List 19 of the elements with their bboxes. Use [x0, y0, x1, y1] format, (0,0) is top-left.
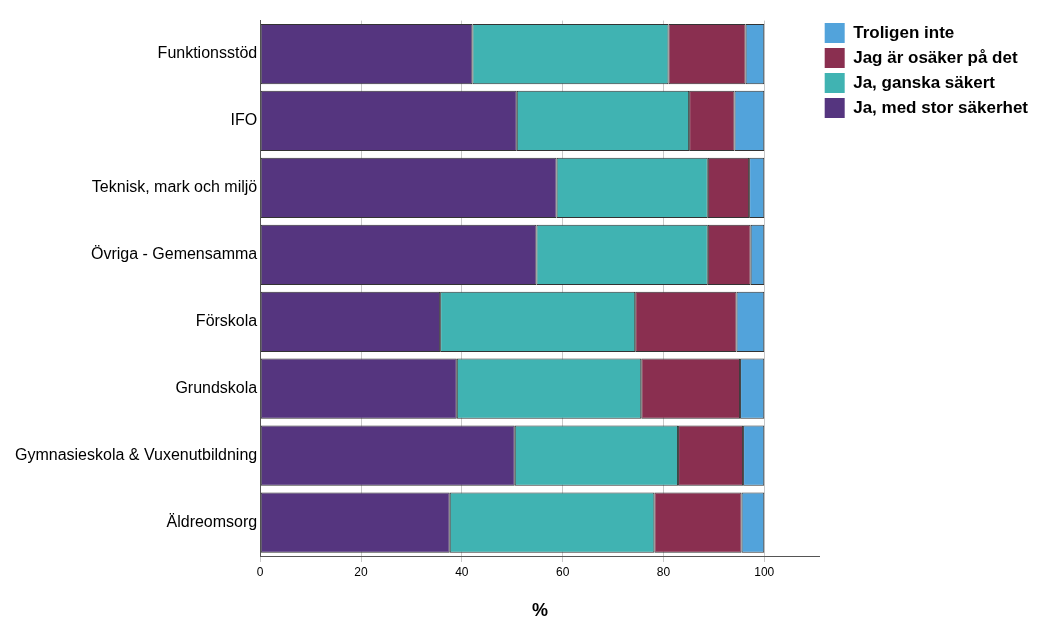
- y-tick-label: Grundskola: [175, 379, 258, 397]
- x-tick-label: 80: [656, 564, 671, 579]
- x-axis-title: %: [531, 600, 548, 621]
- legend-label: Ja, med stor säkerhet: [853, 97, 1029, 117]
- x-tick-label: 20: [354, 564, 369, 579]
- legend-label: Ja, ganska säkert: [853, 72, 996, 92]
- legend-label: Troligen inte: [853, 22, 955, 42]
- legend-label: Jag är osäker på det: [853, 47, 1018, 67]
- y-tick-label: IFO: [230, 111, 258, 129]
- x-tick-label: 0: [256, 564, 264, 579]
- y-tick-label: Gymnasieskola & Vuxenutbildning: [14, 446, 258, 464]
- y-tick-label: Teknisk, mark och miljö: [91, 178, 258, 196]
- x-tick-label: 40: [455, 564, 469, 579]
- y-tick-label: Äldreomsorg: [166, 512, 258, 530]
- y-tick-label: Funktionsstöd: [157, 44, 258, 62]
- x-tick-label: 100: [754, 564, 775, 579]
- x-tick-label: 60: [555, 564, 570, 579]
- y-tick-label: Övriga - Gemensamma: [90, 245, 258, 263]
- y-tick-label: Förskola: [195, 312, 258, 330]
